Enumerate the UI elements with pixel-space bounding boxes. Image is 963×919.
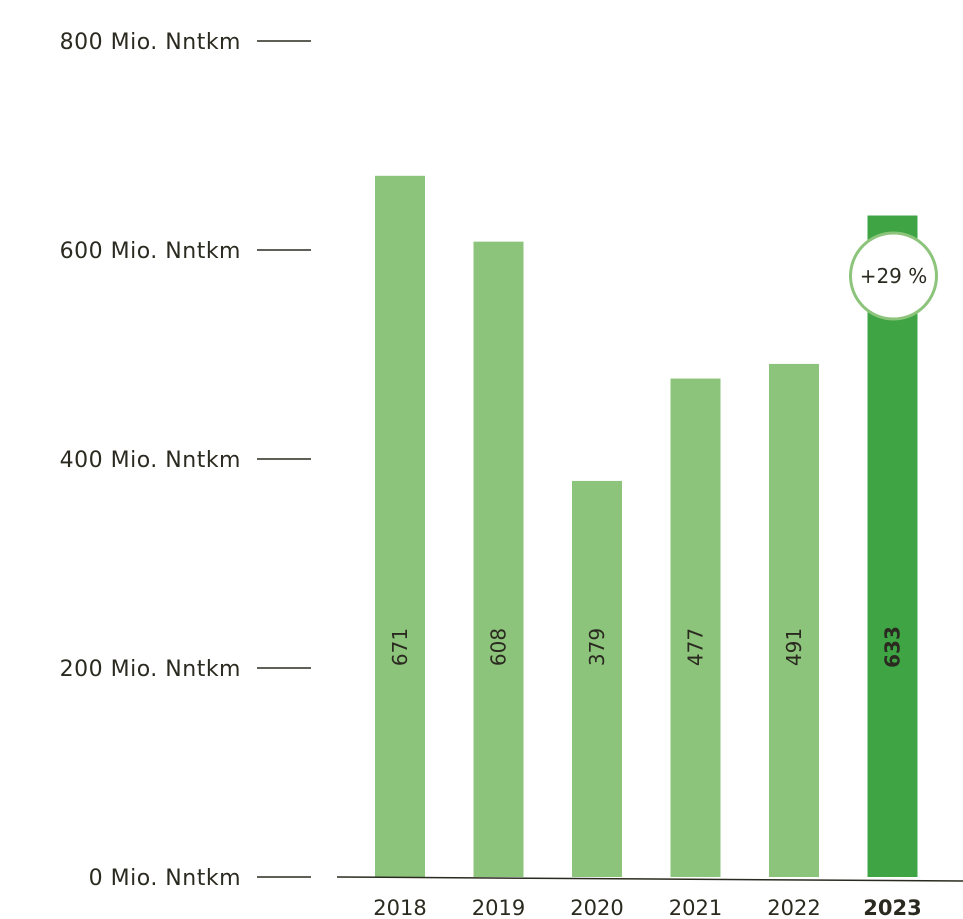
bar-2020 <box>572 480 622 877</box>
x-tick-label: 2019 <box>472 896 525 919</box>
x-tick-label: 2020 <box>570 896 623 919</box>
y-tick-label: 0 Mio. Nntkm <box>89 866 241 891</box>
y-tick-label: 400 Mio. Nntkm <box>60 448 241 473</box>
bar-2018 <box>375 175 425 877</box>
bar-value-label: 608 <box>487 628 511 666</box>
bar-value-label: 379 <box>585 628 609 666</box>
bar-2021 <box>670 378 721 877</box>
x-axis-baseline <box>336 876 963 882</box>
bar-2023 <box>867 215 918 877</box>
x-tick-label: 2023 <box>863 896 921 919</box>
y-tick-label: 600 Mio. Nntkm <box>60 239 241 264</box>
bar-value-label: 671 <box>388 628 412 666</box>
bar-value-label: 491 <box>782 628 806 666</box>
y-tick-label: 200 Mio. Nntkm <box>60 657 241 682</box>
bar-2019 <box>473 241 524 877</box>
bar-value-label: 633 <box>881 626 905 668</box>
y-tick-label: 800 Mio. Nntkm <box>60 30 241 55</box>
growth-badge-label: +29 % <box>860 264 928 288</box>
x-tick-label: 2022 <box>767 896 820 919</box>
x-tick-label: 2021 <box>669 896 722 919</box>
x-tick-label: 2018 <box>373 896 426 919</box>
bar-2022 <box>769 363 819 877</box>
bar-value-label: 477 <box>684 628 708 666</box>
growth-badge <box>849 231 938 321</box>
